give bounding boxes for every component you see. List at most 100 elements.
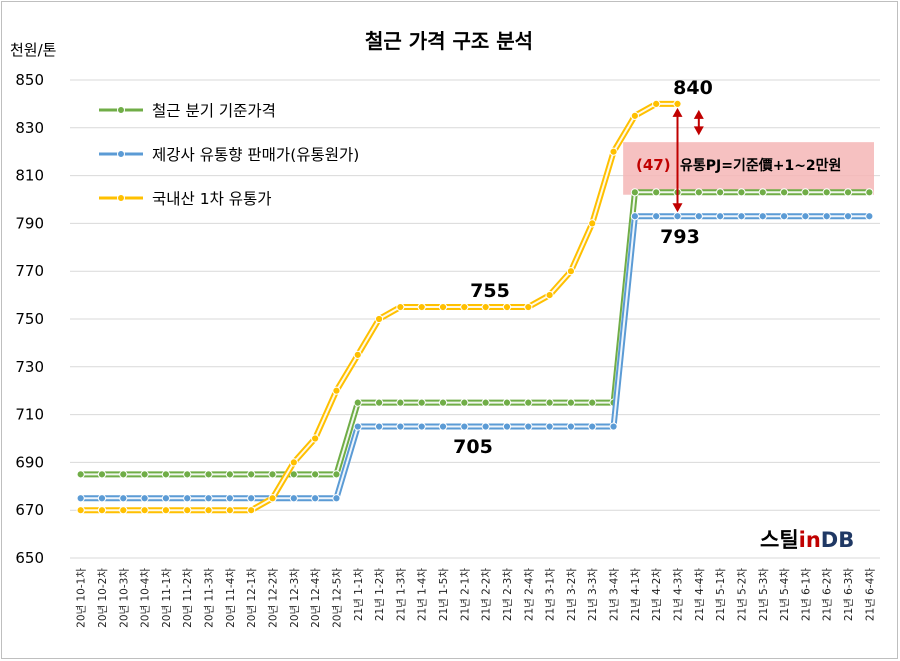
x-tick-label: 21년 4-2차 [651,568,663,622]
data-point [630,188,639,197]
x-tick-label: 21년 2-2차 [481,568,493,622]
data-point [652,212,661,221]
data-point [481,302,490,312]
data-point [311,470,320,479]
data-point [652,188,661,197]
data-point [417,422,426,431]
data-point [779,188,789,197]
series-lines [76,99,874,515]
data-point [374,422,384,431]
data-point [161,506,171,515]
y-tick-label: 670 [15,501,44,519]
data-point [119,506,128,515]
data-point [822,212,831,221]
data-point [247,494,256,503]
logo-middle: in [799,528,821,552]
x-tick-label: 21년 1-3차 [395,568,407,622]
data-point [843,188,853,197]
legend-label-base-price: 철근 분기 기준가격 [152,102,276,120]
data-point [225,470,234,479]
data-point [396,398,405,407]
label-793: 793 [660,226,700,248]
data-point [204,494,213,503]
gap-description: 유통PJ=기준價+1~2만원 [680,157,841,174]
data-point [311,494,320,503]
x-tick-label: 20년 11-4차 [225,568,237,628]
gap-arrow-short-head-top [693,109,704,119]
x-tick-label: 21년 5-1차 [715,568,727,622]
data-point [630,212,639,221]
x-tick-label: 21년 3-3차 [587,568,599,622]
data-point [694,188,703,197]
data-point [417,302,426,312]
data-point [204,470,213,479]
data-point [268,494,277,503]
data-point [502,302,512,312]
logo-suffix: DB [821,528,854,552]
data-point [247,506,256,515]
data-point [566,422,576,431]
x-tick-label: 21년 1-1차 [353,568,365,622]
data-point [438,398,448,407]
label-705: 705 [453,436,493,458]
data-point [76,470,85,479]
data-point [758,188,767,197]
data-point [140,470,149,479]
x-tick-label: 21년 1-5차 [438,568,450,622]
gap-arrow-short-head-bottom [693,126,704,136]
data-point [460,302,469,312]
data-point [673,99,682,109]
y-tick-label: 710 [15,406,44,424]
data-point [716,212,725,221]
y-tick-label: 790 [15,214,44,232]
data-point [161,494,171,503]
data-point [716,188,725,197]
x-tick-label: 21년 6-1차 [800,568,812,622]
data-point [183,470,192,479]
data-point [694,212,703,221]
data-point [524,398,533,407]
data-point [588,398,597,407]
data-point [140,506,149,515]
data-point [140,494,149,503]
x-tick-label: 20년 12-2차 [268,568,280,628]
data-point [801,212,810,221]
y-tick-label: 810 [15,167,44,185]
legend-item-distribution-price: 국내산 1차 유통가 [99,190,272,208]
data-point [630,111,639,120]
data-point [225,494,234,503]
chart-legend: 철근 분기 기준가격 제강사 유통향 판매가(유통원가) 국내산 1차 유통가 [99,102,359,208]
data-point [502,398,512,407]
x-tick-label: 21년 6-4차 [864,568,876,622]
x-tick-label: 21년 6-3차 [843,568,855,622]
x-tick-label: 20년 10-3차 [118,568,130,628]
data-point [438,422,448,431]
data-point [502,422,512,431]
x-tick-label: 20년 10-1차 [76,568,88,628]
y-tick-label: 770 [15,262,44,280]
x-tick-label: 20년 11-1차 [161,568,173,628]
y-axis-ticks: 650 670 690 710 730 750 770 790 810 830 850 [15,71,44,567]
x-tick-label: 21년 2-1차 [459,568,471,622]
y-tick-label: 830 [15,119,44,137]
data-point [332,494,341,503]
data-point [76,506,85,515]
data-point [353,422,362,431]
data-point [119,470,128,479]
x-tick-label: 21년 2-3차 [502,568,514,622]
distribution-gap-band [623,142,874,195]
data-point [758,212,767,221]
data-point [545,398,554,407]
data-point [673,212,682,221]
legend-label-mill-price: 제강사 유통향 판매가(유통원가) [152,146,359,164]
data-point [779,212,789,221]
data-point [183,506,192,515]
data-point [545,291,554,300]
data-point [353,350,362,359]
data-point [353,398,362,407]
data-point [737,188,746,197]
data-point [524,422,533,431]
data-point [396,422,405,431]
x-tick-label: 20년 11-3차 [204,568,216,628]
